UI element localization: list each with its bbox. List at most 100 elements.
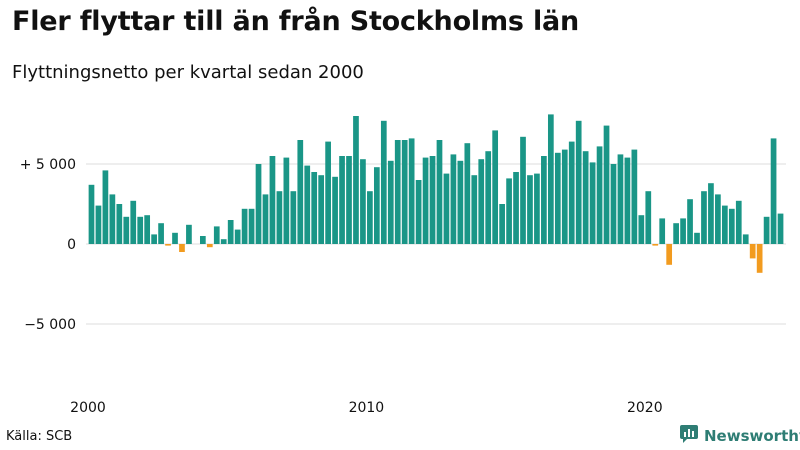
bar-2005K3 bbox=[241, 208, 248, 244]
bar-2001K2 bbox=[123, 216, 130, 244]
bar-2007K4 bbox=[304, 165, 311, 244]
bar-2020K1 bbox=[645, 191, 652, 244]
bar-2018K3 bbox=[603, 125, 610, 244]
bar-2006K4 bbox=[276, 191, 283, 244]
bar-2010K4 bbox=[387, 160, 394, 244]
bar-2010K2 bbox=[373, 167, 380, 244]
bar-2022K4 bbox=[721, 205, 728, 244]
bar-2023K3 bbox=[742, 234, 749, 244]
bar-2022K1 bbox=[701, 191, 707, 244]
bar-2012K4 bbox=[443, 173, 450, 244]
y-tick-label: 0 bbox=[67, 237, 76, 253]
bar-2018K2 bbox=[596, 146, 603, 244]
bar-2009K2 bbox=[346, 156, 352, 244]
bar-2000K3 bbox=[102, 170, 109, 244]
bar-2024K1 bbox=[756, 244, 763, 273]
bar-2019K4 bbox=[638, 215, 645, 244]
bar-2016K3 bbox=[547, 114, 554, 245]
bar-chart-logo-icon bbox=[680, 425, 698, 447]
bar-2003K2 bbox=[179, 244, 185, 252]
bar-2016K4 bbox=[554, 152, 561, 244]
bar-2016K2 bbox=[541, 156, 547, 244]
bar-2009K3 bbox=[353, 116, 359, 244]
brand-name: Newsworthy bbox=[704, 427, 800, 445]
bar-2006K2 bbox=[262, 194, 269, 244]
bar-2008K1 bbox=[311, 172, 318, 244]
bar-2014K1 bbox=[478, 159, 485, 244]
bar-2022K3 bbox=[715, 194, 721, 244]
bar-2014K2 bbox=[485, 151, 492, 244]
bar-2021K4 bbox=[694, 232, 700, 244]
bar-2004K4 bbox=[220, 239, 227, 244]
bar-2010K1 bbox=[367, 191, 373, 244]
bar-2013K3 bbox=[464, 143, 471, 244]
x-tick-label: 2010 bbox=[349, 400, 385, 416]
bar-2003K1 bbox=[172, 232, 178, 244]
x-tick-label: 2020 bbox=[627, 400, 663, 416]
bar-2008K3 bbox=[325, 141, 331, 244]
bar-2017K1 bbox=[561, 149, 568, 244]
bar-2019K2 bbox=[624, 157, 631, 244]
bar-2011K4 bbox=[415, 180, 422, 244]
bar-2002K3 bbox=[158, 223, 164, 244]
bar-2017K4 bbox=[582, 151, 589, 244]
bar-2013K1 bbox=[450, 154, 457, 244]
bar-2010K3 bbox=[380, 120, 387, 244]
bar-2018K4 bbox=[610, 164, 617, 244]
brand-logo: Newsworthy bbox=[680, 425, 800, 447]
bar-2023K2 bbox=[735, 200, 742, 244]
bar-2011K2 bbox=[401, 140, 408, 244]
bar-2009K4 bbox=[360, 159, 366, 244]
bar-2021K1 bbox=[673, 223, 679, 244]
bar-2020K3 bbox=[659, 218, 666, 244]
chart-title: Fler flyttar till än från Stockholms län bbox=[12, 6, 580, 37]
bar-2012K3 bbox=[436, 140, 443, 244]
bar-undefined bbox=[777, 213, 784, 244]
bar-2008K4 bbox=[332, 176, 338, 244]
bar-2000K1 bbox=[88, 184, 95, 244]
bar-2008K2 bbox=[318, 175, 325, 244]
bar-2005K2 bbox=[234, 229, 241, 244]
bar-2020K2 bbox=[652, 244, 659, 246]
bar-2011K1 bbox=[394, 140, 401, 244]
bar-2000K4 bbox=[109, 194, 116, 244]
bar-2004K1 bbox=[199, 236, 206, 244]
bar-2023K4 bbox=[749, 244, 756, 259]
bar-2022K2 bbox=[708, 183, 714, 244]
bar-2012K1 bbox=[422, 157, 429, 244]
bar-2014K3 bbox=[492, 130, 499, 244]
chart-subtitle: Flyttningsnetto per kvartal sedan 2000 bbox=[12, 62, 364, 83]
bar-2024K2 bbox=[763, 216, 770, 244]
source-note: Källa: SCB bbox=[6, 429, 73, 444]
bar-2020K4 bbox=[666, 244, 673, 265]
bar-2019K3 bbox=[631, 149, 638, 244]
bar-2024K3 bbox=[770, 138, 777, 244]
bar-2015K2 bbox=[513, 172, 519, 244]
bar-2002K2 bbox=[151, 234, 157, 244]
bar-2019K1 bbox=[617, 154, 624, 244]
bar-2016K1 bbox=[534, 173, 540, 244]
bar-2021K2 bbox=[680, 218, 686, 244]
bar-2013K4 bbox=[471, 175, 478, 244]
x-axis-ticks: 2000 2010 2020 bbox=[70, 400, 662, 416]
bar-2018K1 bbox=[589, 162, 596, 244]
bar-2014K4 bbox=[499, 204, 505, 244]
bar-2015K3 bbox=[520, 136, 526, 244]
bar-2005K4 bbox=[248, 208, 255, 244]
bar-2012K2 bbox=[429, 156, 436, 244]
bar-2005K1 bbox=[227, 220, 234, 244]
bar-2004K2 bbox=[206, 244, 213, 248]
x-tick-label: 2000 bbox=[70, 400, 106, 416]
bar-2011K3 bbox=[408, 138, 415, 244]
bar-2007K2 bbox=[290, 191, 297, 244]
bar-2001K3 bbox=[130, 200, 137, 244]
y-tick-label: −5 000 bbox=[24, 317, 76, 333]
bar-2001K1 bbox=[116, 204, 123, 244]
bar-2015K1 bbox=[506, 178, 512, 244]
bar-2021K3 bbox=[687, 199, 693, 244]
bar-2002K1 bbox=[144, 215, 151, 244]
bar-2017K3 bbox=[575, 120, 582, 244]
bar-2002K4 bbox=[165, 244, 171, 246]
y-axis-ticks: + 5 000 0 −5 000 bbox=[20, 157, 76, 333]
